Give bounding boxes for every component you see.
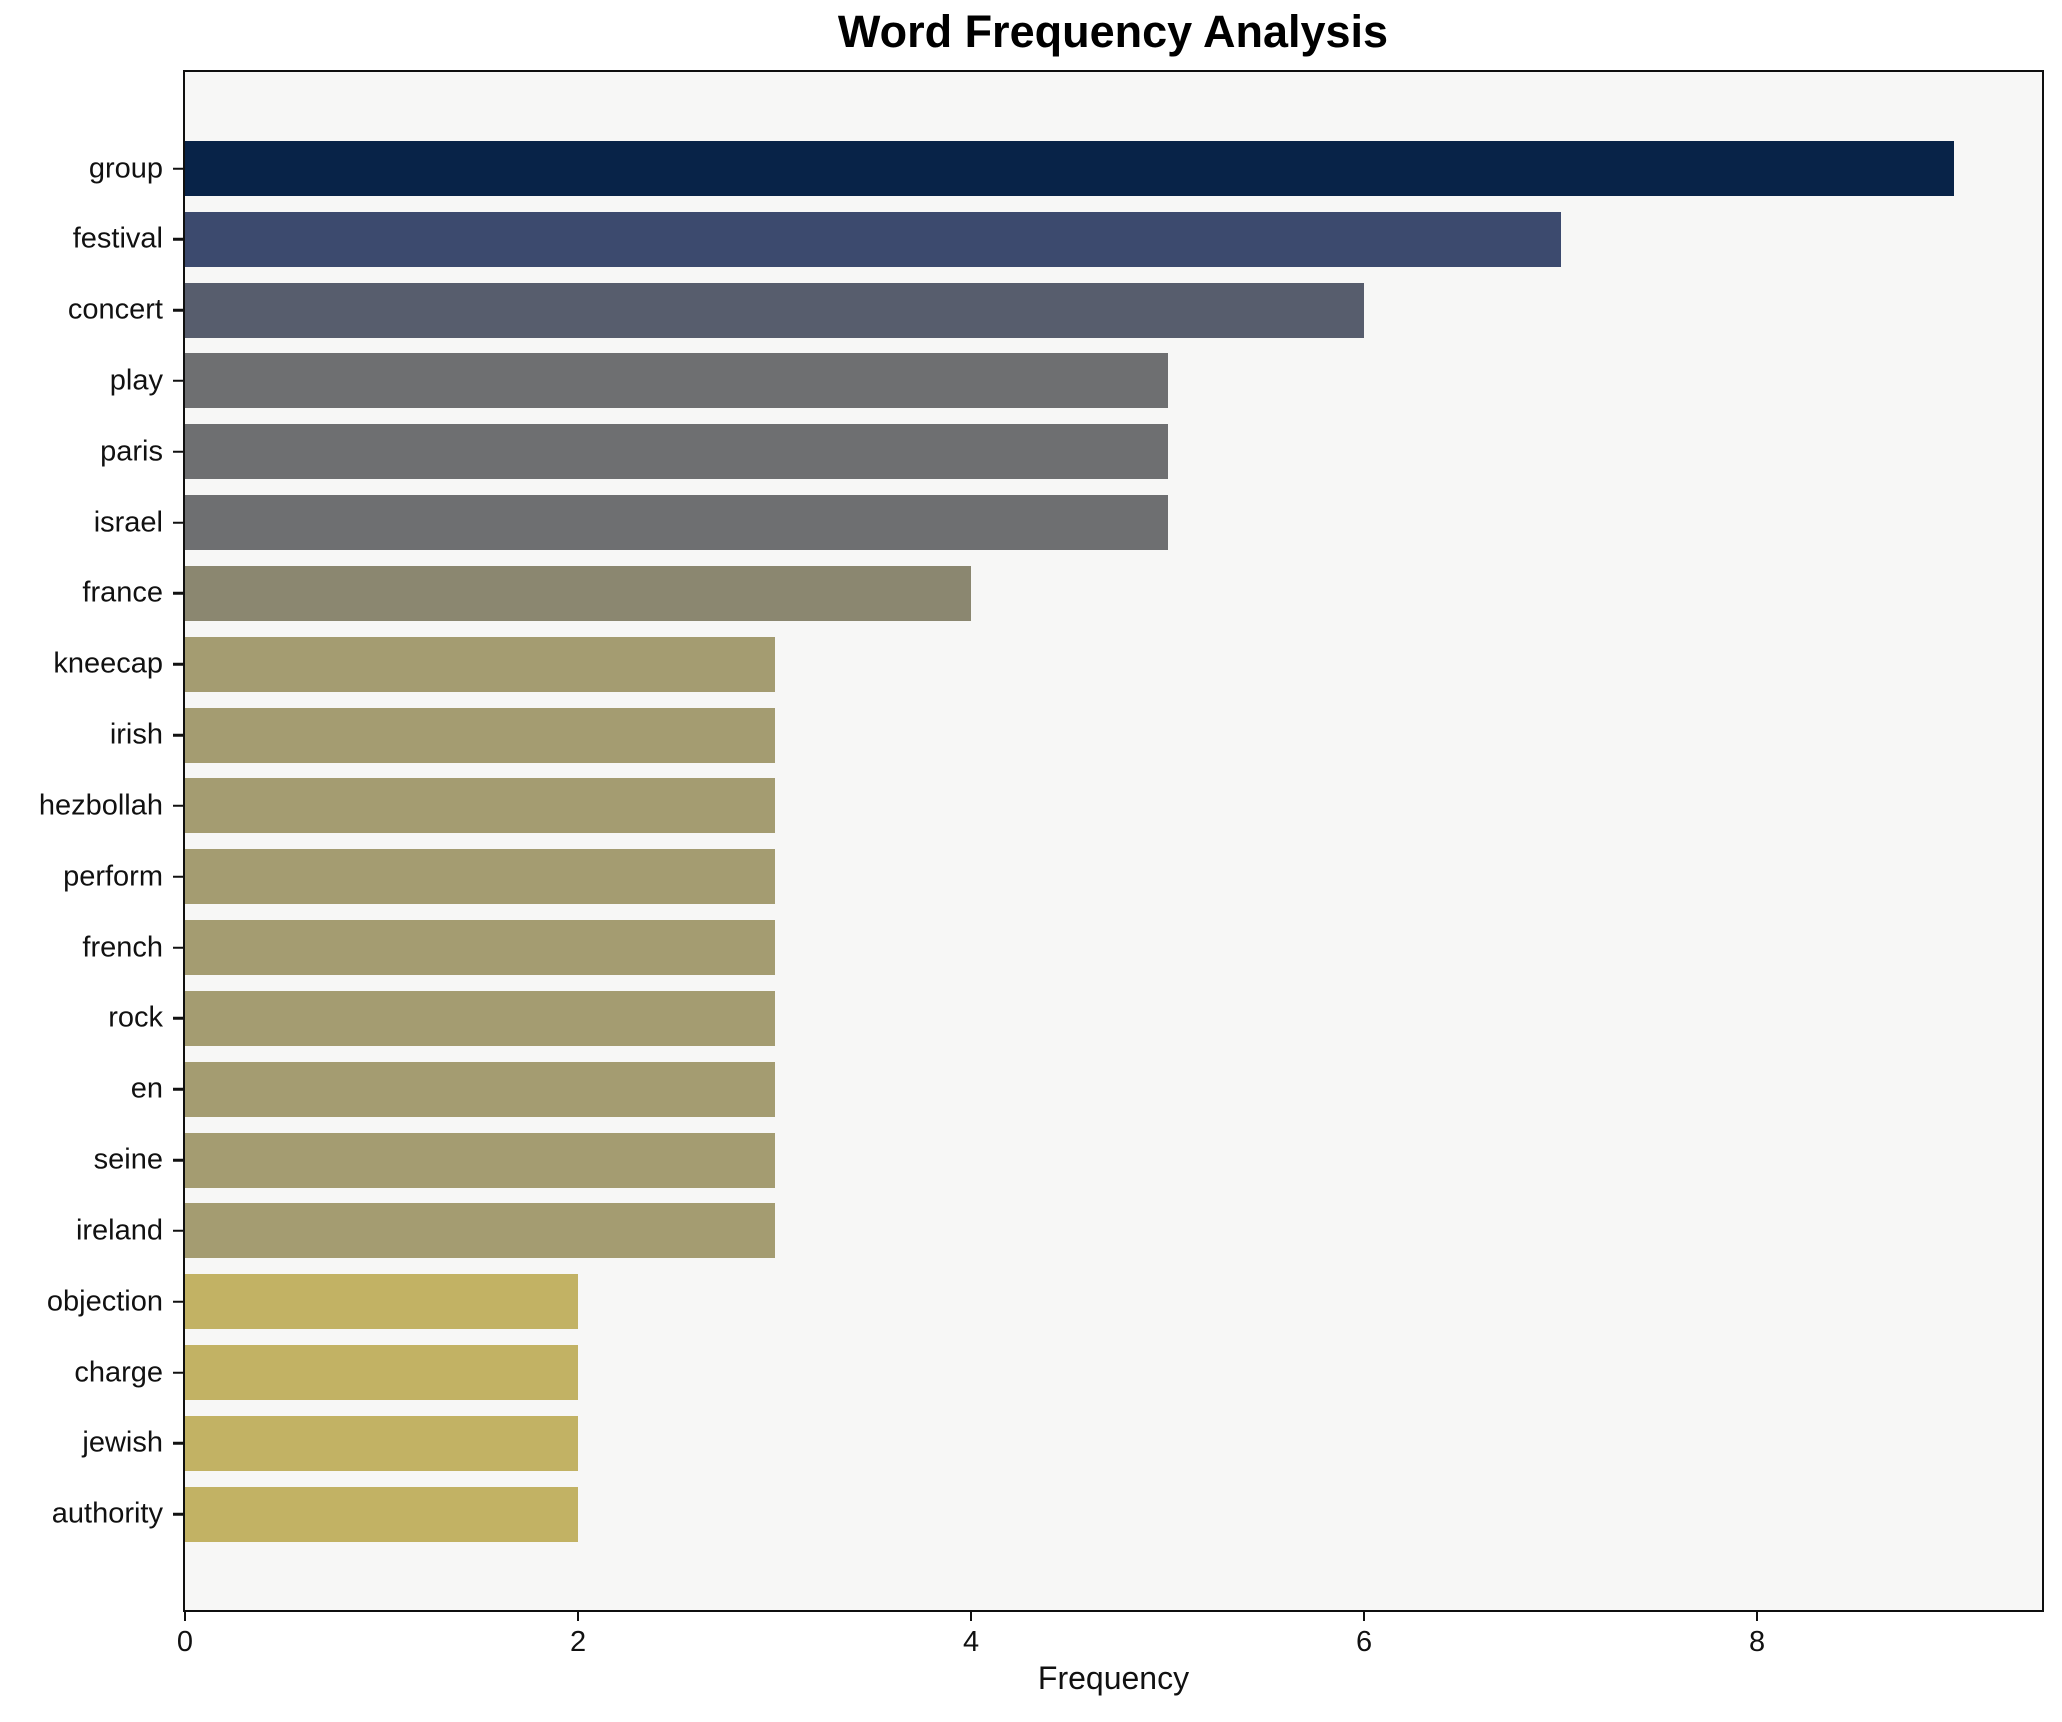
frequency-bar [185, 565, 972, 621]
y-tick-mark [173, 592, 183, 595]
y-axis-label: paris [100, 435, 163, 468]
frequency-bar [185, 495, 1168, 551]
bar-row: israel [94, 495, 2042, 551]
frequency-bar [185, 424, 1168, 480]
bar-row: perform [63, 849, 2042, 905]
frequency-bar [185, 1132, 775, 1188]
y-tick-mark [173, 663, 183, 666]
frequency-bar [185, 707, 775, 763]
x-tick-label: 2 [569, 1626, 587, 1658]
y-tick-mark [173, 946, 183, 949]
y-tick-mark [173, 1371, 183, 1374]
x-tick-label: 4 [962, 1626, 980, 1658]
y-tick-mark [173, 379, 183, 383]
bar-row: france [82, 565, 2042, 621]
y-tick-mark [173, 733, 183, 737]
frequency-bar [185, 353, 1168, 409]
bar-row: objection [47, 1274, 2042, 1330]
y-axis-label: objection [46, 1285, 163, 1318]
frequency-bar [185, 211, 1561, 267]
y-tick-mark [173, 1088, 183, 1091]
y-axis-label: kneecap [53, 647, 163, 680]
frequency-bar [185, 1415, 579, 1471]
y-tick-mark [173, 521, 183, 524]
y-axis-label: irish [109, 718, 163, 751]
bar-row: rock [108, 990, 2042, 1046]
y-axis-label: en [130, 1072, 163, 1105]
frequency-bar [185, 920, 775, 976]
y-tick-mark [173, 450, 183, 454]
bar-row: seine [94, 1132, 2042, 1188]
frequency-bar [185, 1061, 775, 1117]
bars-container: group festival concert play paris israel franc… [39, 141, 2042, 1542]
y-tick-mark [173, 875, 183, 879]
x-tick-label: 0 [176, 1626, 194, 1658]
y-axis-label: french [82, 931, 163, 964]
y-axis-label: rock [108, 1001, 163, 1034]
x-tick-mark [183, 1612, 187, 1621]
x-axis-title: Frequency [1037, 1660, 1190, 1696]
frequency-bar [185, 141, 1954, 196]
y-axis-label: concert [67, 293, 163, 326]
frequency-bar [185, 1486, 579, 1542]
y-tick-mark [173, 1442, 183, 1445]
frequency-bar [185, 1274, 579, 1330]
x-tick-mark [576, 1612, 580, 1621]
bar-row: jewish [82, 1415, 2042, 1471]
y-tick-mark [173, 1512, 183, 1516]
y-axis-label: authority [51, 1497, 163, 1530]
bar-row: festival [73, 211, 2042, 267]
bar-row: kneecap [53, 636, 2042, 692]
y-axis-label: play [109, 364, 163, 397]
frequency-bar [185, 990, 775, 1046]
frequency-bar [185, 282, 1365, 338]
y-axis-label: ireland [75, 1214, 163, 1247]
y-tick-mark [173, 167, 183, 170]
bar-row: hezbollah [39, 778, 2042, 834]
y-tick-mark [173, 1017, 183, 1020]
y-axis-label: charge [74, 1356, 163, 1389]
frequency-bar [185, 849, 775, 905]
frequency-bar [185, 778, 775, 834]
y-axis-label: group [88, 152, 163, 184]
bar-row: ireland [76, 1203, 2042, 1259]
bar-row: group [89, 141, 2042, 196]
y-tick-mark [173, 804, 183, 808]
y-axis-label: israel [93, 506, 163, 539]
bar-row: en [131, 1061, 2042, 1117]
x-tick-mark [969, 1612, 973, 1621]
frequency-bar [185, 1203, 775, 1259]
chart-title: Word Frequency Analysis [837, 6, 1389, 57]
y-axis-label: france [82, 576, 163, 609]
y-axis-label: festival [72, 222, 163, 255]
y-axis-label: hezbollah [38, 789, 163, 822]
bar-row: charge [74, 1345, 2042, 1401]
y-axis-label: seine [93, 1143, 163, 1176]
y-tick-mark [173, 1158, 183, 1162]
y-axis-label: perform [63, 860, 163, 893]
x-tick-mark [1755, 1612, 1759, 1621]
plot-area: group festival concert play paris israel franc… [39, 70, 2044, 1694]
frequency-bar [185, 1345, 579, 1401]
x-tick-label: 8 [1748, 1626, 1766, 1658]
x-tick-mark [1362, 1612, 1366, 1621]
y-axis-label: jewish [82, 1426, 163, 1459]
y-tick-mark [173, 238, 183, 241]
bar-row: paris [100, 424, 2042, 480]
bar-row: concert [68, 282, 2042, 338]
x-tick-label: 6 [1355, 1626, 1373, 1658]
bar-row: authority [52, 1486, 2042, 1542]
y-tick-mark [173, 1300, 183, 1303]
bar-row: french [82, 920, 2042, 976]
y-tick-mark [173, 308, 183, 312]
y-tick-mark [173, 1229, 183, 1233]
frequency-bar [185, 636, 775, 692]
bar-row: play [110, 353, 2042, 409]
bar-row: irish [110, 707, 2042, 763]
